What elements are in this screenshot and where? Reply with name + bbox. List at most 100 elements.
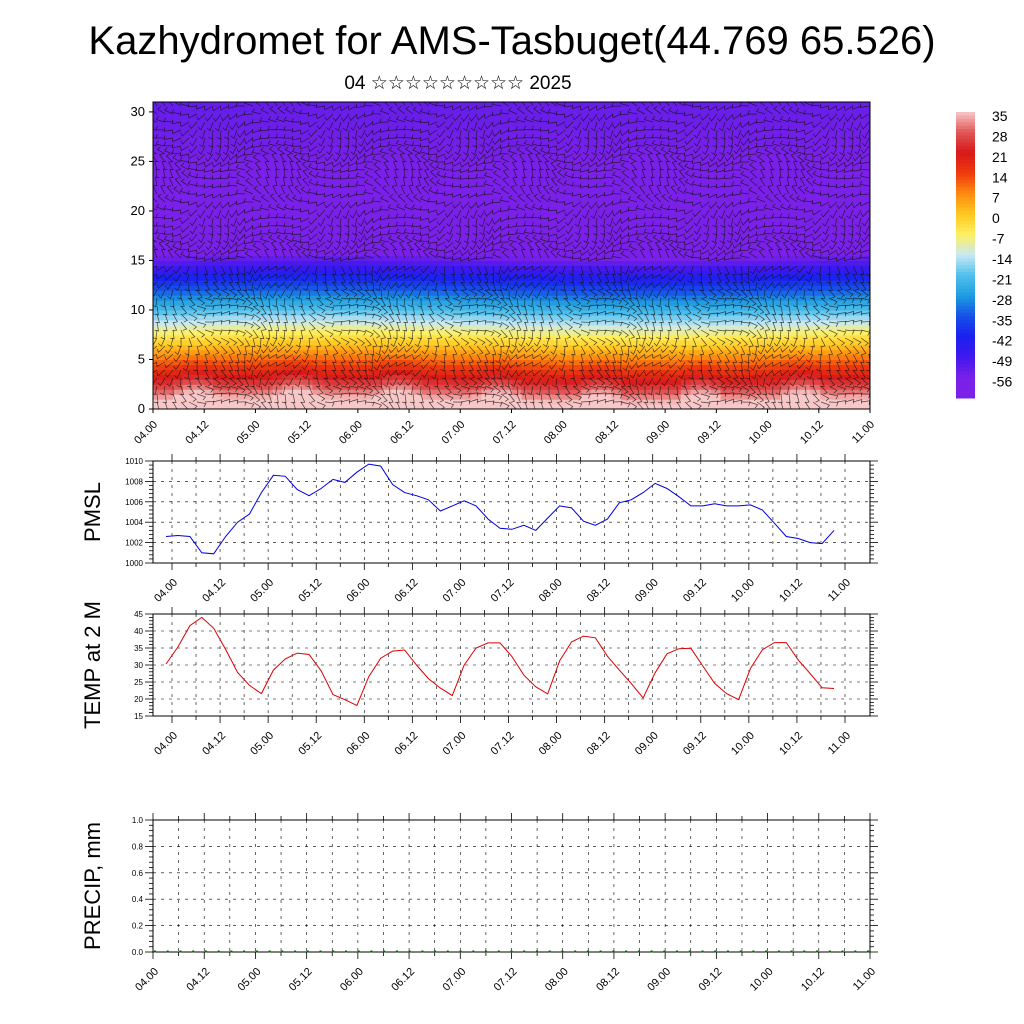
heatmap-cell <box>531 260 542 266</box>
heatmap-cell <box>232 305 244 311</box>
wind-barb <box>252 216 262 222</box>
heatmap-cell <box>591 309 602 316</box>
heatmap-cell <box>481 309 493 316</box>
heatmap-cell <box>232 374 244 380</box>
heatmap-cell <box>162 314 174 321</box>
heatmap-cell <box>431 265 443 271</box>
heatmap-cell <box>162 205 174 212</box>
heatmap-cell <box>451 324 463 331</box>
heatmap-cell <box>431 389 443 395</box>
wind-barb <box>172 154 182 163</box>
heatmap-cell <box>650 255 662 262</box>
heatmap-cell <box>212 314 224 321</box>
heatmap-cell <box>561 201 572 207</box>
heatmap-cell <box>282 106 294 113</box>
heatmap-cell <box>700 305 712 311</box>
heatmap-cell <box>282 171 294 177</box>
heatmap-cell <box>312 111 323 118</box>
heatmap-cell <box>302 314 313 321</box>
heatmap-cell <box>561 176 572 182</box>
heatmap-cell <box>162 250 174 257</box>
wind-barb <box>156 353 166 360</box>
heatmap-cell <box>332 141 343 148</box>
heatmap-cell <box>392 111 403 118</box>
wind-barb <box>255 177 262 187</box>
heatmap-cell <box>521 131 533 138</box>
heatmap-cell <box>860 225 870 232</box>
heatmap-cell <box>302 250 313 257</box>
heatmap-cell <box>262 201 274 207</box>
heatmap-cell <box>730 102 742 108</box>
heatmap-cell <box>431 255 443 262</box>
heatmap-cell <box>650 389 662 395</box>
heatmap-cell <box>362 235 373 242</box>
heatmap-cell <box>272 260 284 266</box>
wind-barb <box>168 177 174 187</box>
heatmap-cell <box>621 324 632 331</box>
heatmap-cell <box>650 102 662 108</box>
heatmap-cell <box>162 136 174 143</box>
heatmap-cell <box>531 319 542 326</box>
heatmap-cell <box>481 156 493 163</box>
wind-barb <box>188 393 197 402</box>
heatmap-cell <box>272 240 284 247</box>
heatmap-cell <box>272 285 284 291</box>
heatmap-cell <box>640 404 652 409</box>
heatmap-cell <box>292 102 303 108</box>
heatmap-cell <box>421 394 433 400</box>
wind-barb <box>206 209 214 219</box>
heatmap-cell <box>820 181 831 187</box>
heatmap-cell <box>182 220 194 227</box>
heatmap-cell <box>611 161 622 167</box>
heatmap-cell <box>680 339 692 346</box>
heatmap-cell <box>153 210 164 217</box>
heatmap-cell <box>162 106 174 113</box>
heatmap-cell <box>571 314 582 321</box>
heatmap-cell <box>312 106 323 113</box>
heatmap-cell <box>780 399 791 405</box>
wind-barb <box>220 297 231 303</box>
heatmap-cell <box>362 260 373 266</box>
heatmap-cell <box>571 354 582 361</box>
wind-barb <box>245 169 254 179</box>
heatmap-cell <box>521 329 533 336</box>
heatmap-cell <box>451 240 463 247</box>
heatmap-cell <box>292 240 303 247</box>
heatmap-cell <box>192 235 204 242</box>
heatmap-cell <box>800 196 811 202</box>
heatmap-cell <box>153 384 164 390</box>
heatmap-cell <box>431 250 443 257</box>
heatmap-cell <box>481 329 493 336</box>
heatmap-cell <box>153 136 164 143</box>
wind-barb <box>155 125 166 131</box>
heatmap-cell <box>451 186 463 192</box>
heatmap-cell <box>392 344 403 351</box>
heatmap-cell <box>690 220 702 227</box>
heatmap-cell <box>262 205 274 212</box>
wind-barb <box>196 393 207 401</box>
heatmap-cell <box>730 295 742 301</box>
heatmap-cell <box>640 116 652 123</box>
heatmap-cell <box>820 240 831 247</box>
wind-barb <box>204 345 211 355</box>
heatmap-cell <box>650 121 662 128</box>
heatmap-cell <box>700 191 712 197</box>
heatmap-cell <box>650 191 662 197</box>
heatmap-cell <box>521 300 533 306</box>
heatmap-cell <box>680 255 692 262</box>
heatmap-cell <box>282 339 294 346</box>
heatmap-cell <box>591 295 602 301</box>
heatmap-cell <box>242 141 254 148</box>
heatmap-cell <box>511 126 523 133</box>
heatmap-cell <box>272 280 284 286</box>
heatmap-cell <box>840 181 851 187</box>
heatmap-cell <box>421 275 433 281</box>
wind-barb <box>228 345 236 355</box>
heatmap-cell <box>571 300 582 306</box>
wind-barb <box>228 265 234 275</box>
heatmap-cell <box>212 210 224 217</box>
wind-barb <box>244 289 251 299</box>
heatmap-cell <box>282 121 294 128</box>
heatmap-cell <box>322 384 333 390</box>
heatmap-cell <box>312 324 323 331</box>
